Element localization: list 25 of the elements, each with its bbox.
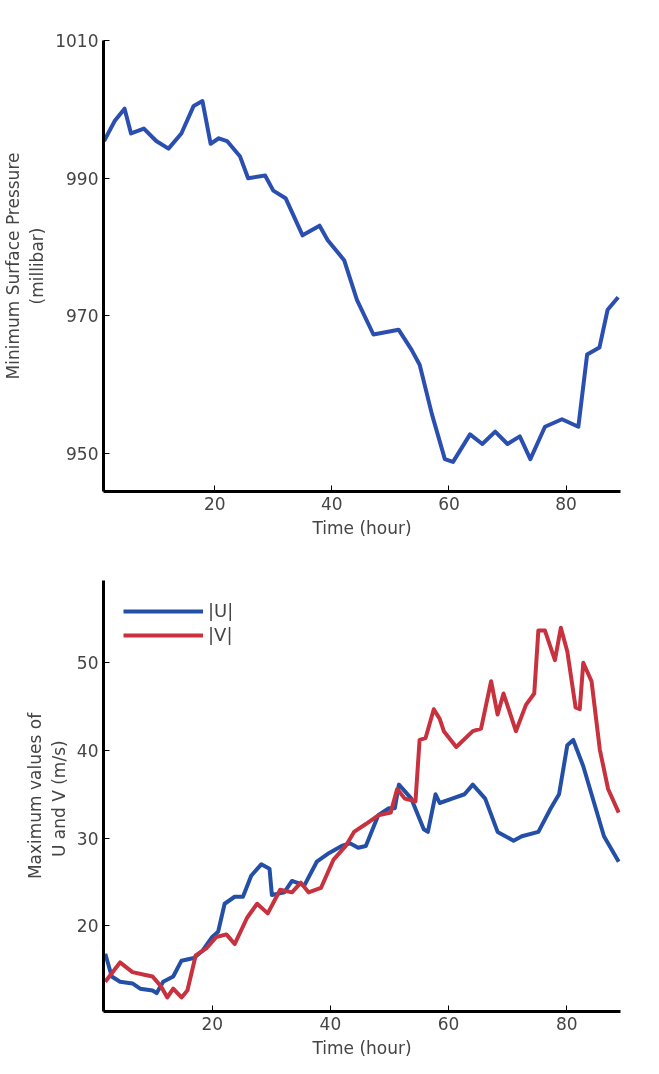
x-tick-label: 20	[203, 493, 226, 514]
y-axis-title: Minimum Surface Pressure (millibar)	[3, 152, 48, 380]
y-tick-label: 970	[66, 306, 99, 327]
legend-label: |V|	[208, 624, 233, 645]
x-tick-label: 40	[321, 493, 343, 514]
x-axis-title: Time (hour)	[311, 1037, 412, 1058]
x-tick-label: 80	[555, 1013, 578, 1034]
y-tick-label: 30	[76, 828, 99, 849]
y-tick-label: 990	[66, 168, 99, 189]
y-tick-label: 20	[76, 916, 99, 937]
x-tick-label: 40	[319, 1013, 342, 1034]
x-tick-label: 20	[201, 1013, 224, 1034]
y-tick-label: 40	[76, 740, 99, 761]
legend-label: |U|	[208, 600, 234, 621]
line-series	[103, 625, 621, 1000]
y-axis-title: Maximum values of U and V (m/s)	[24, 711, 69, 880]
line-series	[103, 99, 621, 464]
y-tick-label: 1010	[55, 31, 99, 51]
x-tick-label: 60	[437, 1013, 460, 1034]
y-tick-label: 950	[66, 444, 99, 465]
line-series	[103, 737, 621, 996]
y-tick-label: 50	[76, 653, 99, 674]
x-axis-title: Time (hour)	[311, 517, 412, 538]
x-tick-label: 80	[555, 493, 577, 514]
x-tick-label: 60	[438, 493, 460, 514]
